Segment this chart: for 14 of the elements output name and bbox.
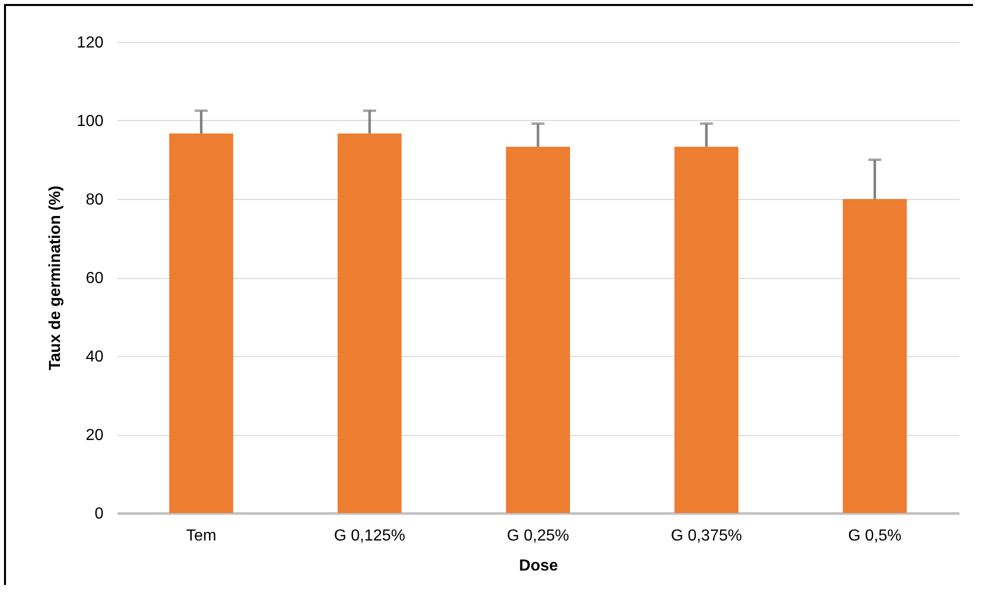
x-tick-label: G 0,5% xyxy=(848,528,902,544)
y-tick-label: 80 xyxy=(86,192,104,208)
y-tick-label: 20 xyxy=(86,427,104,444)
x-axis-title: Dose xyxy=(518,558,558,574)
y-tick-label: 100 xyxy=(76,113,104,130)
x-tick-label: Tem xyxy=(186,528,216,544)
x-tick-label: G 0,375% xyxy=(670,528,742,544)
x-tick-label: G 0,25% xyxy=(506,528,570,544)
y-tick-label: 0 xyxy=(94,506,104,522)
y-tick-label: 60 xyxy=(86,270,104,287)
x-tick-label: G 0,125% xyxy=(334,528,406,544)
y-tick-label: 120 xyxy=(76,34,104,52)
y-tick-label: 40 xyxy=(86,348,104,366)
y-axis-title: Taux de germination (%) xyxy=(46,186,64,370)
